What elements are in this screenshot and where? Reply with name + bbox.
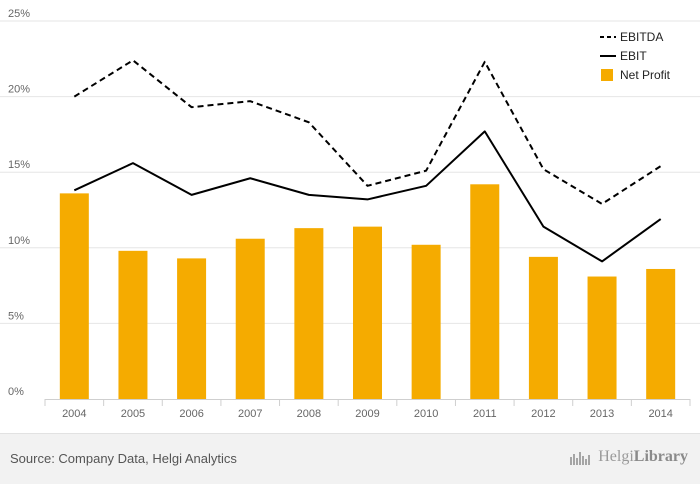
y-axis-labels: 0% 5% 10% 15% 20% 25% [8,8,30,398]
y-tick-label: 10% [8,235,30,247]
x-tick-label: 2013 [590,408,614,420]
legend: EBITDA EBIT Net Profit [600,30,671,82]
net-profit-bar [528,256,558,399]
x-tick-label: 2010 [414,408,438,420]
x-tick-label: 2006 [179,408,203,420]
x-tick-label: 2012 [531,408,555,420]
x-tick-label: 2005 [121,408,145,420]
brand-light: Helgi [598,448,634,465]
source-text: Source: Company Data, Helgi Analytics [10,451,237,466]
helgi-library-logo-icon [570,452,591,465]
net-profit-bar [353,226,382,399]
net-profit-bar [177,258,207,399]
x-tick-label: 2004 [62,408,86,420]
net-profit-bar [646,268,676,399]
ebitda-line [73,59,662,205]
net-profit-bar [118,250,148,399]
brand-logo: HelgiLibrary [569,448,688,466]
net-profit-bars [59,184,676,399]
grid [0,20,700,324]
y-tick-label: 15% [8,159,30,171]
net-profit-bar [587,276,617,399]
net-profit-bar [59,193,89,399]
y-tick-label: 0% [8,386,24,398]
y-tick-label: 20% [8,84,30,96]
net-profit-bar [294,228,324,399]
ebit-line [73,130,662,263]
legend-symbol-net-profit [601,69,613,81]
x-tick-label: 2011 [473,408,497,420]
x-tick-label: 2008 [297,408,321,420]
x-tick-label: 2009 [355,408,379,420]
line-series [73,59,662,263]
net-profit-bar [470,184,500,399]
legend-label-ebitda: EBITDA [620,30,663,44]
x-tick-label: 2007 [238,408,262,420]
chart: 0%5%10%15%20%25% 2004 2005 2006 2007 2008 200… [0,8,700,420]
net-profit-bar [235,238,265,399]
x-tick-label: 2014 [648,408,672,420]
legend-label-ebit: EBIT [620,49,647,63]
brand-bold: Library [633,448,688,465]
legend-label-net-profit: Net Profit [620,68,671,82]
net-profit-bar [411,244,441,399]
x-axis: 2004 2005 2006 2007 2008 2009 2010 2011 2012 2013… [44,399,691,420]
y-tick-label: 5% [8,310,24,322]
footer: Source: Company Data, Helgi Analytics He… [0,433,700,484]
y-tick-label: 25% [8,8,30,20]
